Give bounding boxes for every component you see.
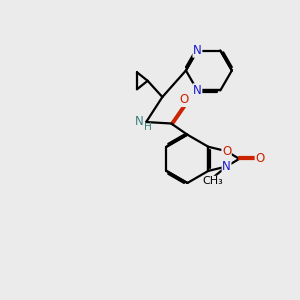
Text: N: N <box>222 160 231 173</box>
Text: O: O <box>180 93 189 106</box>
Text: H: H <box>144 122 152 132</box>
Text: N: N <box>193 44 202 57</box>
Text: CH₃: CH₃ <box>202 176 223 186</box>
Text: O: O <box>255 152 265 165</box>
Text: N: N <box>193 84 202 97</box>
Text: N: N <box>135 115 144 128</box>
Text: O: O <box>222 145 231 158</box>
